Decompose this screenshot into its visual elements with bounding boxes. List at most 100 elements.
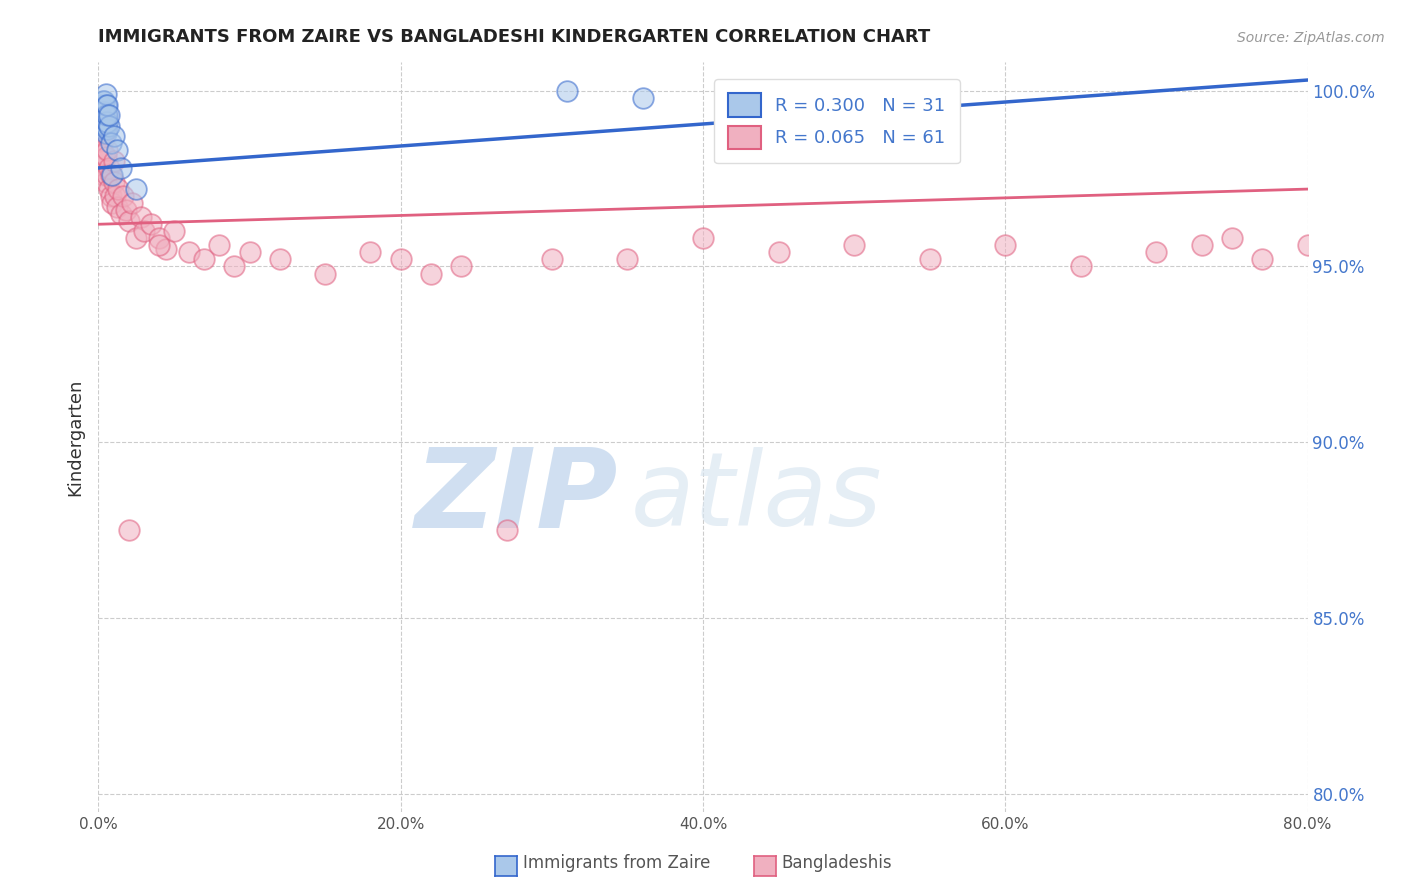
Point [420, 267, 443, 281]
Text: Bangladeshis: Bangladeshis [782, 854, 893, 871]
Point [148, 238, 170, 252]
Point [100, 136, 122, 151]
Point [94, 87, 117, 101]
Text: Immigrants from Zaire: Immigrants from Zaire [523, 854, 710, 871]
Point [98, 119, 121, 133]
Point [96, 115, 118, 129]
Point [107, 182, 129, 196]
Text: Source: ZipAtlas.com: Source: ZipAtlas.com [1237, 31, 1385, 45]
Point [118, 213, 141, 227]
Point [193, 252, 215, 267]
Point [125, 231, 148, 245]
Point [631, 90, 654, 104]
Point [91, 94, 114, 108]
Point [103, 129, 125, 144]
Point [96, 108, 118, 122]
Point [90, 108, 112, 122]
Point [93, 115, 115, 129]
Point [91, 153, 114, 168]
Point [1251, 252, 1274, 267]
Point [100, 189, 122, 203]
Point [94, 97, 117, 112]
Point [616, 252, 638, 267]
Text: atlas: atlas [630, 447, 882, 547]
Point [155, 242, 177, 256]
Point [1144, 245, 1167, 260]
Point [93, 168, 115, 182]
Point [90, 161, 112, 175]
Point [360, 245, 382, 260]
Point [104, 189, 127, 203]
Point [1296, 238, 1319, 252]
Point [94, 108, 117, 122]
Point [389, 252, 412, 267]
Point [105, 200, 128, 214]
Point [96, 97, 118, 112]
Point [90, 115, 112, 129]
Point [93, 126, 115, 140]
Point [314, 267, 336, 281]
Point [179, 245, 201, 260]
Point [918, 252, 941, 267]
Point [555, 84, 578, 98]
Point [98, 108, 121, 122]
Point [96, 122, 118, 136]
Text: IMMIGRANTS FROM ZAIRE VS BANGLADESHI KINDERGARTEN CORRELATION CHART: IMMIGRANTS FROM ZAIRE VS BANGLADESHI KIN… [98, 28, 931, 45]
Point [994, 238, 1017, 252]
Point [94, 150, 117, 164]
Point [100, 168, 122, 182]
Point [540, 252, 562, 267]
Text: ZIP: ZIP [415, 443, 619, 550]
Point [121, 196, 143, 211]
Point [90, 97, 112, 112]
Point [111, 189, 134, 203]
Point [105, 144, 128, 158]
Point [129, 211, 152, 225]
Point [141, 217, 163, 231]
Point [101, 168, 124, 182]
Point [103, 175, 125, 189]
Point [93, 122, 115, 136]
Point [91, 112, 114, 126]
Point [1220, 231, 1243, 245]
Point [103, 153, 125, 168]
Point [844, 238, 866, 252]
Point [93, 104, 115, 119]
Point [239, 245, 262, 260]
Point [90, 140, 112, 154]
Point [98, 182, 121, 196]
Point [110, 207, 132, 221]
Point [110, 161, 132, 175]
Point [1191, 238, 1213, 252]
Point [91, 104, 114, 119]
Point [89, 108, 111, 122]
Point [269, 252, 291, 267]
Point [96, 168, 118, 182]
Point [163, 224, 186, 238]
Point [94, 119, 117, 133]
Point [89, 147, 111, 161]
Point [96, 144, 118, 158]
Y-axis label: Kindergarten: Kindergarten [66, 378, 84, 496]
Point [208, 238, 231, 252]
Point [94, 175, 117, 189]
Point [450, 260, 472, 274]
Point [495, 524, 517, 538]
Point [93, 94, 115, 108]
Point [224, 260, 246, 274]
Point [94, 126, 117, 140]
Point [98, 161, 121, 175]
Point [91, 119, 114, 133]
Point [1070, 260, 1092, 274]
Point [692, 231, 714, 245]
Point [91, 133, 114, 147]
Point [101, 196, 124, 211]
Point [148, 231, 170, 245]
Point [768, 245, 790, 260]
Point [114, 203, 136, 218]
Point [93, 147, 115, 161]
Point [118, 524, 141, 538]
Legend: R = 0.300   N = 31, R = 0.065   N = 61: R = 0.300 N = 31, R = 0.065 N = 61 [714, 79, 960, 163]
Point [132, 224, 155, 238]
Point [125, 182, 148, 196]
